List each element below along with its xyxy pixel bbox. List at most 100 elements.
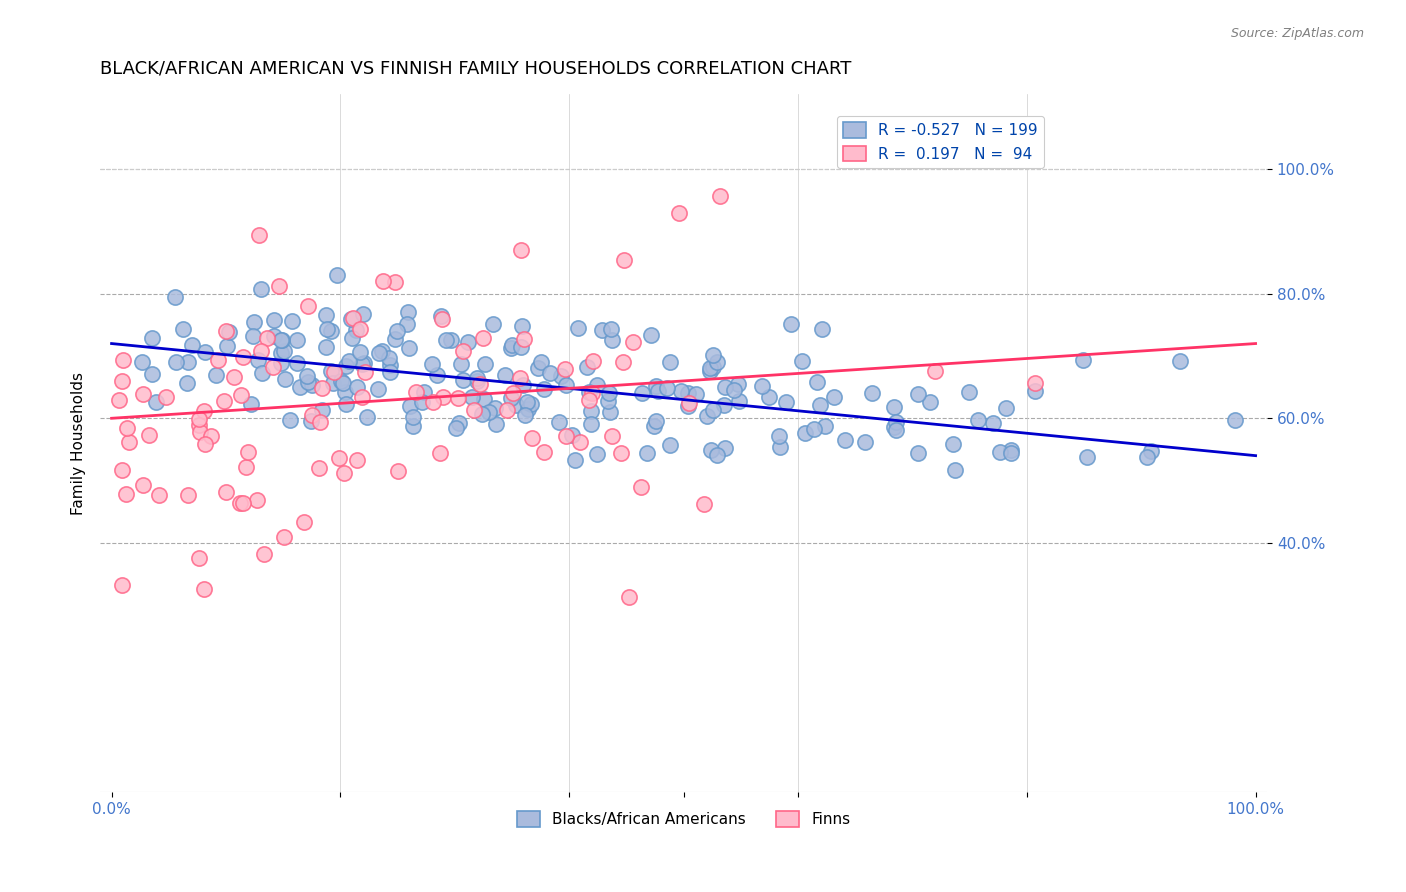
Point bbox=[706, 448, 728, 462]
Point bbox=[411, 395, 433, 409]
Point bbox=[115, 487, 138, 501]
Point bbox=[617, 590, 640, 604]
Point bbox=[274, 372, 297, 386]
Legend: Blacks/African Americans, Finns: Blacks/African Americans, Finns bbox=[510, 805, 856, 833]
Point bbox=[111, 578, 134, 592]
Point bbox=[501, 338, 523, 352]
Point bbox=[229, 388, 252, 402]
Point bbox=[450, 357, 472, 371]
Point bbox=[354, 365, 377, 379]
Point bbox=[516, 402, 538, 417]
Point bbox=[253, 547, 276, 561]
Point bbox=[377, 351, 399, 365]
Point bbox=[385, 324, 408, 338]
Point bbox=[111, 463, 134, 477]
Point bbox=[555, 428, 578, 442]
Point bbox=[200, 429, 222, 443]
Point bbox=[554, 362, 576, 376]
Point bbox=[860, 385, 883, 400]
Point bbox=[207, 352, 229, 367]
Point bbox=[172, 322, 194, 336]
Point bbox=[509, 370, 531, 384]
Point bbox=[702, 360, 724, 375]
Point bbox=[315, 308, 337, 322]
Point bbox=[384, 275, 406, 289]
Point bbox=[512, 378, 534, 392]
Text: BLACK/AFRICAN AMERICAN VS FINNISH FAMILY HOUSEHOLDS CORRELATION CHART: BLACK/AFRICAN AMERICAN VS FINNISH FAMILY… bbox=[100, 60, 852, 78]
Point bbox=[155, 390, 177, 404]
Point bbox=[333, 385, 356, 400]
Point bbox=[706, 355, 728, 369]
Point bbox=[295, 369, 318, 384]
Point bbox=[478, 405, 501, 419]
Point bbox=[250, 367, 273, 381]
Point bbox=[256, 330, 278, 344]
Point bbox=[471, 407, 494, 421]
Point bbox=[967, 413, 990, 427]
Point bbox=[187, 412, 209, 426]
Point bbox=[883, 419, 905, 434]
Point bbox=[647, 384, 669, 398]
Point bbox=[610, 446, 633, 460]
Point bbox=[328, 451, 350, 466]
Point bbox=[440, 333, 463, 347]
Point bbox=[550, 368, 572, 383]
Point bbox=[269, 279, 291, 293]
Point bbox=[585, 447, 607, 461]
Point bbox=[645, 378, 668, 392]
Point bbox=[420, 357, 443, 371]
Point bbox=[132, 478, 155, 492]
Point bbox=[709, 188, 731, 202]
Point bbox=[301, 378, 323, 392]
Point bbox=[567, 320, 589, 334]
Point bbox=[398, 399, 420, 413]
Point bbox=[495, 403, 517, 417]
Point bbox=[768, 429, 790, 443]
Point bbox=[236, 445, 259, 459]
Point bbox=[402, 409, 425, 424]
Point bbox=[578, 393, 600, 408]
Point bbox=[322, 376, 344, 390]
Point bbox=[582, 354, 605, 368]
Point bbox=[449, 417, 471, 431]
Point bbox=[232, 350, 254, 364]
Point bbox=[581, 386, 603, 401]
Point bbox=[527, 361, 550, 376]
Point bbox=[834, 434, 856, 448]
Point bbox=[311, 403, 333, 417]
Point bbox=[499, 341, 522, 355]
Point bbox=[193, 582, 215, 597]
Point bbox=[118, 434, 141, 449]
Point bbox=[1024, 384, 1046, 398]
Point bbox=[141, 331, 163, 345]
Point bbox=[108, 393, 131, 408]
Point bbox=[434, 333, 457, 347]
Point bbox=[138, 427, 160, 442]
Point bbox=[270, 333, 292, 347]
Point bbox=[333, 467, 356, 481]
Point bbox=[599, 322, 621, 336]
Point bbox=[1000, 442, 1022, 457]
Point bbox=[769, 441, 792, 455]
Point bbox=[727, 377, 749, 392]
Point bbox=[273, 530, 295, 544]
Point bbox=[396, 305, 419, 319]
Point bbox=[285, 333, 308, 347]
Point bbox=[465, 371, 488, 385]
Point bbox=[446, 421, 468, 435]
Point bbox=[194, 344, 217, 359]
Point bbox=[676, 400, 699, 414]
Point bbox=[352, 357, 374, 371]
Point bbox=[808, 398, 831, 412]
Point bbox=[1000, 446, 1022, 460]
Point bbox=[794, 425, 817, 440]
Point bbox=[346, 380, 368, 394]
Point bbox=[668, 205, 690, 219]
Point bbox=[315, 322, 337, 336]
Point bbox=[349, 344, 371, 359]
Point bbox=[547, 415, 569, 429]
Point bbox=[907, 387, 929, 401]
Point bbox=[699, 361, 721, 376]
Point bbox=[630, 480, 652, 494]
Point bbox=[513, 332, 536, 346]
